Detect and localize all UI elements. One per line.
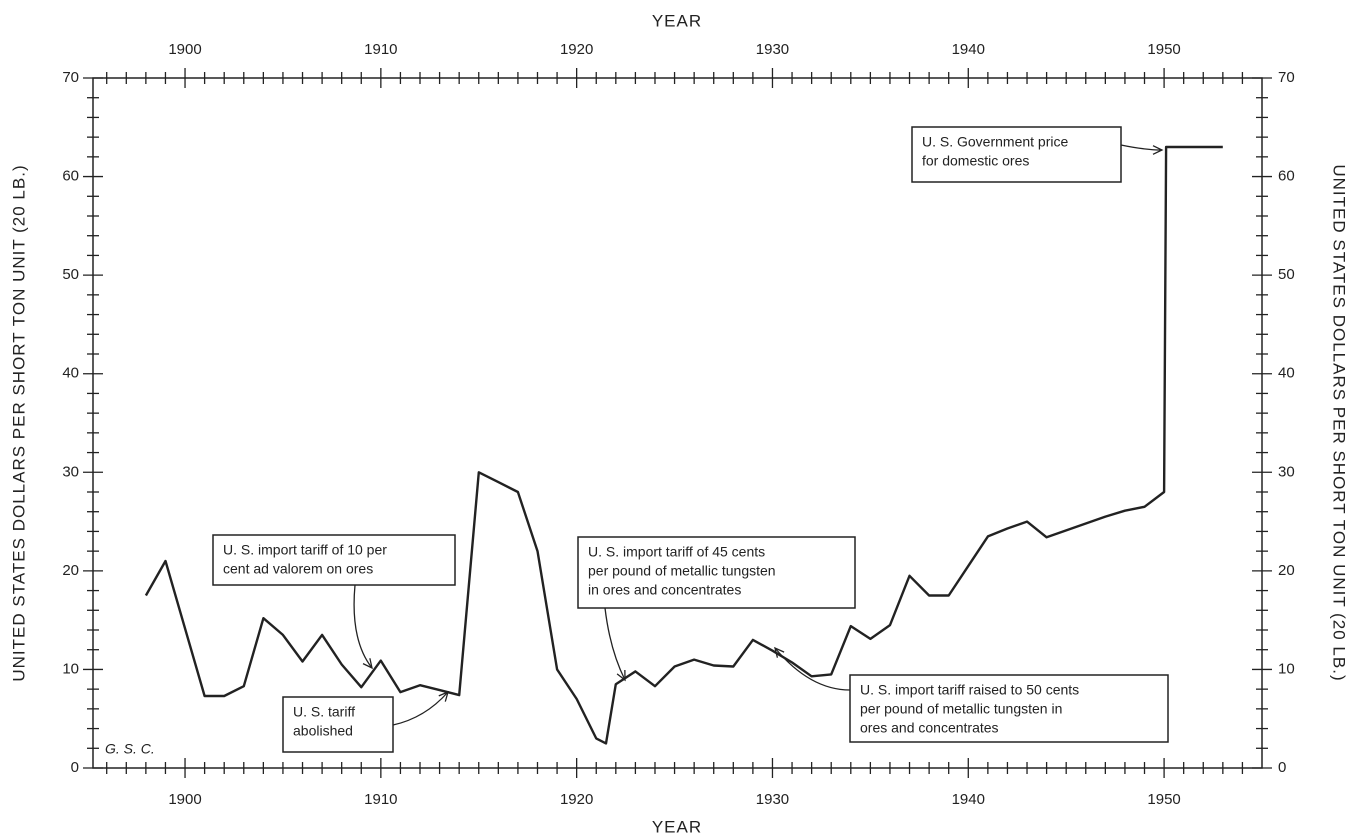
y2-tick-label: 0 <box>1278 759 1286 776</box>
y2-tick-label: 30 <box>1278 463 1295 480</box>
x-tick-label: 1910 <box>364 791 397 808</box>
annotation: U. S. import tariff raised to 50 cents pe… <box>774 646 1169 743</box>
annotation-box <box>212 534 456 586</box>
annotation-box <box>911 126 1122 183</box>
plot-frame <box>92 77 1263 769</box>
annotation-text: for domestic ores <box>922 153 1029 169</box>
x-tick-label: 1900 <box>168 791 201 808</box>
annotation-box <box>577 536 856 609</box>
annotation-text: in ores and concentrates <box>588 582 741 598</box>
y2-axis-title: UNITED STATES DOLLARS PER SHORT TON UNIT… <box>1330 164 1349 681</box>
x-tick-label: 1950 <box>1147 791 1180 808</box>
annotation: U. S. tariff abolished <box>282 690 449 753</box>
y-tick-label: 0 <box>71 759 79 776</box>
annotation-arrowhead <box>774 646 785 658</box>
annotation-text: ores and concentrates <box>860 720 999 736</box>
annotation-arrow <box>1120 144 1163 151</box>
x-tick-label-top: 1940 <box>952 41 985 58</box>
annotation-text: U. S. Government price <box>922 134 1068 150</box>
x-tick-label: 1930 <box>756 791 789 808</box>
annotation-text: G. S. C. <box>105 741 155 757</box>
annotation-box <box>282 696 394 753</box>
x-tick-label-top: 1900 <box>168 41 201 58</box>
annotation: U. S. import tariff of 45 cents per pound… <box>577 536 856 682</box>
x-tick-label-top: 1920 <box>560 41 593 58</box>
y-tick-label: 40 <box>62 365 79 382</box>
annotation: U. S. Government price for domestic ores <box>911 126 1164 183</box>
annotation-arrowhead <box>616 669 626 682</box>
data-line <box>144 145 1223 745</box>
annotation-arrowhead <box>1152 145 1164 155</box>
annotation-text: U. S. import tariff of 45 cents <box>588 544 765 560</box>
annotation-text: abolished <box>293 723 353 739</box>
annotation-arrow <box>604 607 626 681</box>
annotation-arrow <box>774 647 851 691</box>
x-tick-label: 1920 <box>560 791 593 808</box>
x-tick-label-top: 1910 <box>364 41 397 58</box>
x-axis-title-top: YEAR <box>652 11 702 30</box>
annotation-arrow <box>392 691 449 726</box>
x-tick-label-top: 1950 <box>1147 41 1180 58</box>
annotation-text: U. S. import tariff of 10 per <box>223 542 387 558</box>
y2-tick-label: 50 <box>1278 266 1295 283</box>
annotation-text: per pound of metallic tungsten <box>588 563 776 579</box>
y2-tick-label: 40 <box>1278 365 1295 382</box>
annotation-text: cent ad valorem on ores <box>223 561 373 577</box>
x-tick-label-top: 1930 <box>756 41 789 58</box>
y2-tick-label: 60 <box>1278 168 1295 185</box>
annotation: U. S. import tariff of 10 per cent ad val… <box>212 534 456 670</box>
y-tick-label: 10 <box>62 660 79 677</box>
y-tick-label: 20 <box>62 562 79 579</box>
y-tick-label: 70 <box>62 69 79 86</box>
y2-tick-label: 10 <box>1278 660 1295 677</box>
y-tick-label: 50 <box>62 266 79 283</box>
annotation-arrowhead <box>438 690 449 702</box>
annotation-text: U. S. tariff <box>293 704 355 720</box>
y2-tick-label: 20 <box>1278 562 1295 579</box>
annotation-text: U. S. import tariff raised to 50 cents <box>860 682 1079 698</box>
y-tick-label: 60 <box>62 168 79 185</box>
y2-tick-label: 70 <box>1278 69 1295 86</box>
x-axis-title: YEAR <box>652 817 702 836</box>
y-axis-title: UNITED STATES DOLLARS PER SHORT TON UNIT… <box>9 164 28 681</box>
annotation-arrowhead <box>362 658 373 670</box>
annotation-text: per pound of metallic tungsten in <box>860 701 1062 717</box>
annotation: G. S. C. <box>105 741 155 757</box>
annotation-arrow <box>353 584 373 669</box>
x-tick-label: 1940 <box>952 791 985 808</box>
annotation-box <box>849 674 1169 743</box>
y-tick-label: 30 <box>62 463 79 480</box>
